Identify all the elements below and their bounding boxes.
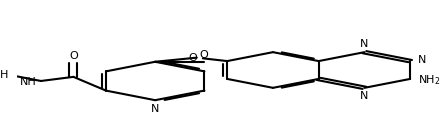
Text: O: O bbox=[199, 50, 208, 60]
Text: O: O bbox=[188, 53, 197, 63]
Text: NH$_2$: NH$_2$ bbox=[418, 73, 441, 87]
Text: N: N bbox=[360, 39, 369, 49]
Text: O: O bbox=[69, 51, 78, 61]
Text: H: H bbox=[0, 70, 8, 80]
Text: N: N bbox=[151, 104, 159, 114]
Text: NH: NH bbox=[20, 77, 37, 87]
Text: N: N bbox=[360, 91, 369, 101]
Text: N: N bbox=[418, 55, 427, 65]
